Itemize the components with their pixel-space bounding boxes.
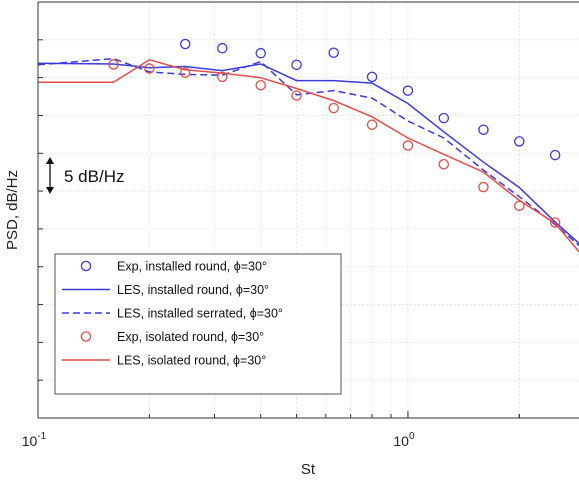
data-point xyxy=(217,42,228,54)
data-point xyxy=(366,71,378,83)
series-layer xyxy=(37,38,579,253)
data-point xyxy=(255,79,266,91)
legend-marker xyxy=(80,331,92,342)
data-point xyxy=(179,67,191,78)
x-axis-label: St xyxy=(301,461,316,478)
series xyxy=(179,38,561,161)
data-point xyxy=(402,140,414,151)
axis-ticks xyxy=(37,39,520,418)
data-point xyxy=(291,90,302,101)
data-point xyxy=(478,181,489,193)
data-point xyxy=(514,136,525,147)
legend-label: Exp, isolated round, ϕ=30° xyxy=(117,330,264,344)
scale-annotation: 5 dB/Hz xyxy=(46,157,124,194)
data-point xyxy=(108,59,119,70)
data-point xyxy=(144,63,155,74)
series xyxy=(108,59,561,228)
x-tick-label: 10-1 xyxy=(22,431,47,449)
series-line xyxy=(37,62,579,244)
series-line xyxy=(37,57,579,246)
legend-label: Exp, installed round, ϕ=30° xyxy=(117,260,267,274)
data-point xyxy=(438,158,450,170)
y-axis-label: PSD, dB/Hz xyxy=(4,170,21,250)
legend-label: LES, installed serrated, ϕ=30° xyxy=(117,307,283,321)
scale-arrow-top-head xyxy=(46,157,54,164)
data-point xyxy=(179,38,191,50)
series xyxy=(37,62,579,244)
data-point xyxy=(549,217,561,228)
series xyxy=(37,57,579,246)
data-point xyxy=(438,112,450,124)
legend: Exp, installed round, ϕ=30° LES, installe… xyxy=(54,253,342,395)
scale-arrow-bottom-head xyxy=(46,187,54,194)
data-point xyxy=(549,149,561,161)
x-tick-labels: 10-1 100 xyxy=(22,431,415,449)
data-point xyxy=(255,47,266,59)
series-line xyxy=(38,58,579,253)
data-point xyxy=(402,85,414,96)
data-point xyxy=(291,59,302,71)
legend-label: LES, installed round, ϕ=30° xyxy=(117,283,269,297)
data-point xyxy=(328,47,339,59)
legend-label: LES, isolated round, ϕ=30° xyxy=(117,354,266,368)
scale-annotation-label: 5 dB/Hz xyxy=(64,167,124,186)
legend-box xyxy=(54,253,342,395)
legend-marker xyxy=(80,260,92,272)
series xyxy=(38,58,579,253)
x-tick-label: 100 xyxy=(393,431,415,449)
data-point xyxy=(478,124,489,135)
data-point xyxy=(217,71,228,83)
data-point xyxy=(328,102,339,114)
data-point xyxy=(366,119,378,130)
